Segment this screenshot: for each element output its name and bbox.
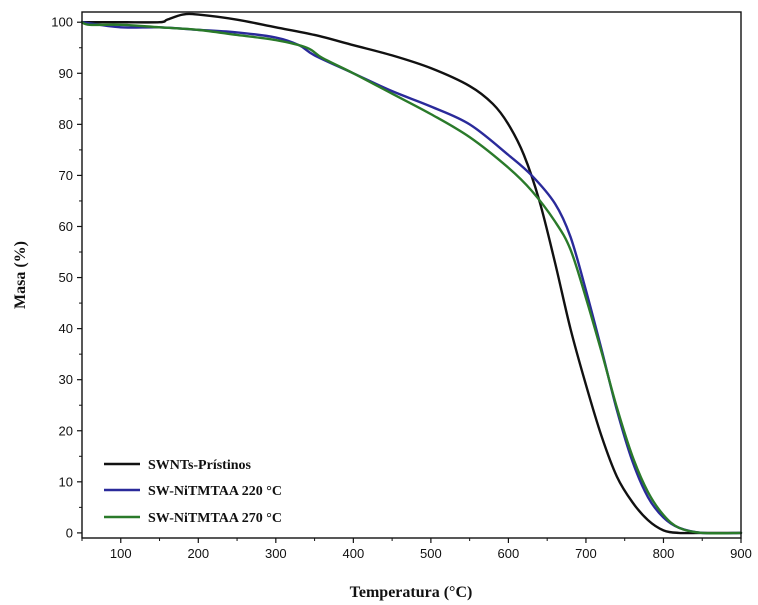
y-tick-label: 40 (59, 321, 73, 336)
y-axis-label: Masa (%) (12, 241, 29, 309)
series-line-1 (80, 21, 743, 535)
x-tick-label: 300 (265, 546, 287, 561)
x-tick-label: 200 (187, 546, 209, 561)
x-tick-label: 700 (575, 546, 597, 561)
legend-label-220: SW-NiTMTAA 220 °C (148, 484, 282, 499)
series-line-2 (80, 21, 743, 535)
x-tick-label: 900 (730, 546, 752, 561)
y-tick-label: 20 (59, 423, 73, 438)
y-tick-label: 50 (59, 270, 73, 285)
ticks: 100 200 300 400 500 600 700 800 900 0 10 20 30 40 50 60… (51, 15, 752, 561)
x-tick-label: 800 (653, 546, 675, 561)
y-tick-label: 0 (66, 525, 73, 540)
x-axis-label: Temperatura (°C) (350, 584, 473, 601)
x-tick-label: 500 (420, 546, 442, 561)
legend-label-pristine: SWNTs-Prístinos (148, 458, 252, 473)
y-tick-label: 30 (59, 372, 73, 387)
x-tick-label: 600 (498, 546, 520, 561)
y-tick-label: 90 (59, 66, 73, 81)
y-tick-label: 80 (59, 117, 73, 132)
x-tick-label: 400 (343, 546, 365, 561)
plot-frame (81, 11, 742, 539)
y-tick-label: 70 (59, 168, 73, 183)
x-tick-label: 100 (110, 546, 132, 561)
legend-label-270: SW-NiTMTAA 270 °C (148, 511, 282, 526)
y-tick-label: 10 (59, 474, 73, 489)
series-lines (80, 12, 743, 535)
y-tick-label: 100 (51, 15, 73, 30)
y-tick-label: 60 (59, 219, 73, 234)
series-line-0 (80, 12, 743, 535)
legend: SWNTs-Prístinos SW-NiTMTAA 220 °C SW-NiT… (104, 458, 282, 526)
